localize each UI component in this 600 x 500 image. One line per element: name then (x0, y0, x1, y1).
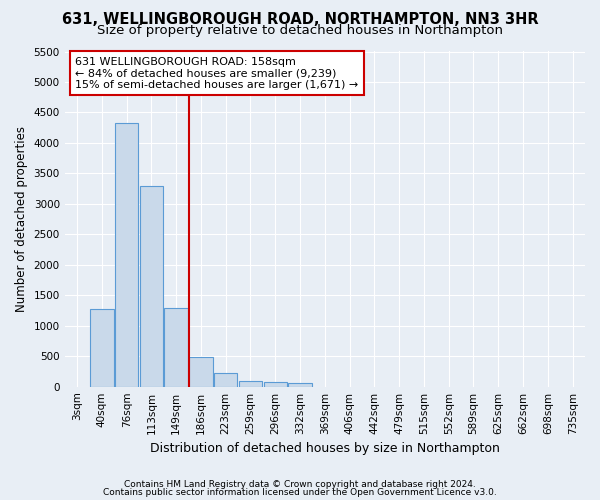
Text: Contains public sector information licensed under the Open Government Licence v3: Contains public sector information licen… (103, 488, 497, 497)
Bar (140, 186, 163, 386)
Bar (164, 308, 188, 386)
Text: 631 WELLINGBOROUGH ROAD: 158sqm
← 84% of detached houses are smaller (9,239)
15%: 631 WELLINGBOROUGH ROAD: 158sqm ← 84% of… (75, 56, 358, 90)
X-axis label: Distribution of detached houses by size in Northampton: Distribution of detached houses by size … (150, 442, 500, 455)
Bar (189, 358, 213, 386)
Y-axis label: Number of detached properties: Number of detached properties (15, 126, 28, 312)
Bar (90, 310, 113, 386)
Text: Contains HM Land Registry data © Crown copyright and database right 2024.: Contains HM Land Registry data © Crown c… (124, 480, 476, 489)
Text: 631, WELLINGBOROUGH ROAD, NORTHAMPTON, NN3 3HR: 631, WELLINGBOROUGH ROAD, NORTHAMPTON, N… (62, 12, 538, 28)
Bar (115, 123, 139, 386)
Bar (288, 383, 312, 386)
Bar (214, 372, 238, 386)
Bar (239, 381, 262, 386)
Text: Size of property relative to detached houses in Northampton: Size of property relative to detached ho… (97, 24, 503, 37)
Bar (263, 382, 287, 386)
